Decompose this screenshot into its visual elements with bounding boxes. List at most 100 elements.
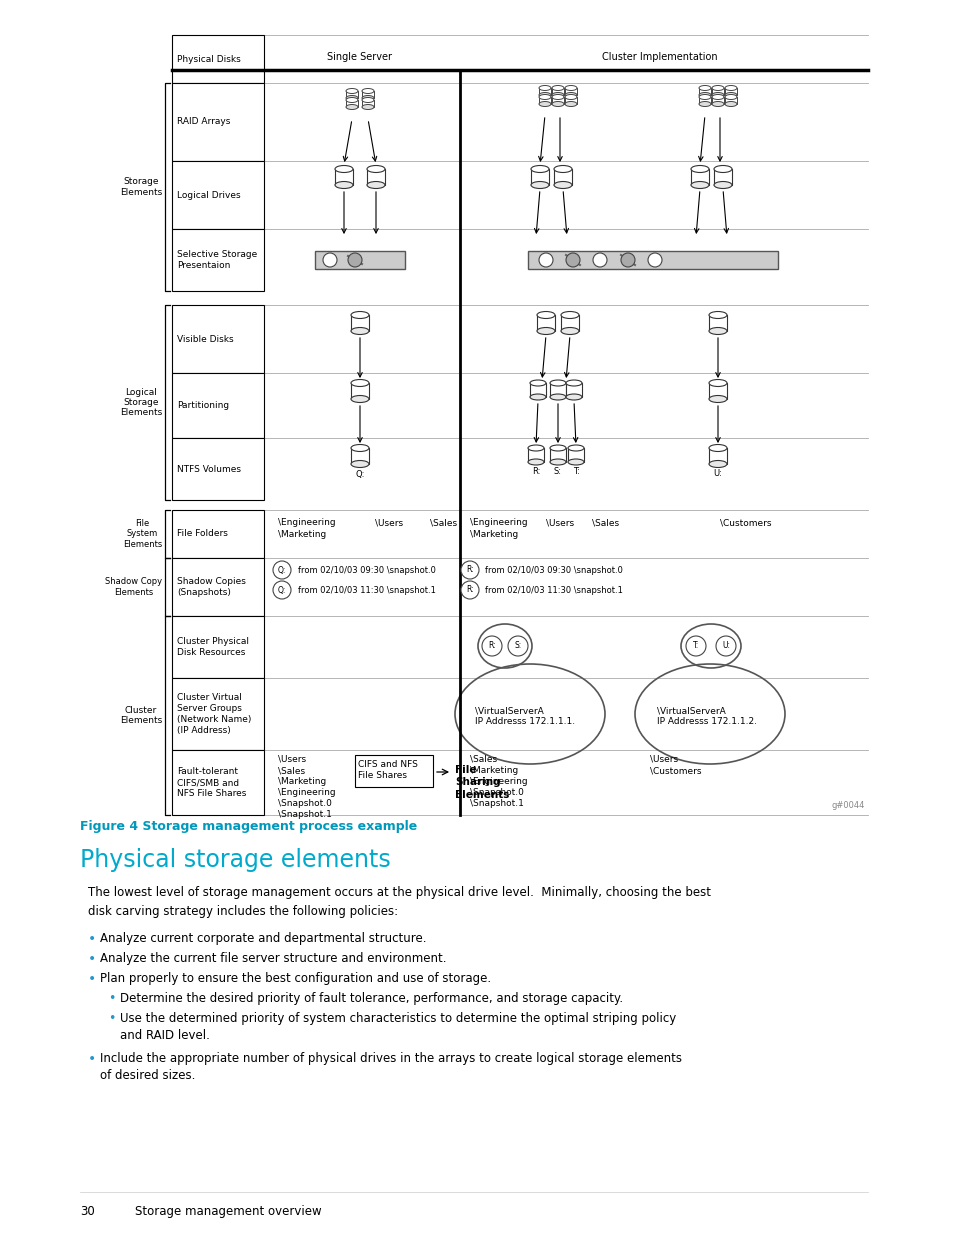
Text: \Snapshot.1: \Snapshot.1 <box>470 799 523 808</box>
Text: \Snapshot.0: \Snapshot.0 <box>277 799 332 808</box>
Bar <box>560 315 578 331</box>
Text: Logical Drives: Logical Drives <box>177 190 240 200</box>
Bar <box>314 251 405 269</box>
Ellipse shape <box>538 85 551 90</box>
Ellipse shape <box>708 327 726 335</box>
Ellipse shape <box>538 101 551 106</box>
Ellipse shape <box>567 445 583 451</box>
Text: Q:: Q: <box>277 585 286 594</box>
Ellipse shape <box>550 394 565 400</box>
Circle shape <box>348 253 361 267</box>
Ellipse shape <box>552 95 563 100</box>
Text: •: • <box>108 1011 115 1025</box>
Circle shape <box>716 636 735 656</box>
Text: T:: T: <box>692 641 699 651</box>
Text: •: • <box>88 1052 96 1066</box>
Ellipse shape <box>530 380 545 387</box>
Ellipse shape <box>708 445 726 452</box>
Ellipse shape <box>531 182 548 189</box>
Bar <box>567 448 583 462</box>
Bar <box>699 98 710 104</box>
Ellipse shape <box>361 98 374 103</box>
Bar <box>552 88 563 95</box>
Bar <box>172 35 264 83</box>
Text: Partitioning: Partitioning <box>177 401 229 410</box>
Text: R:: R: <box>466 585 474 594</box>
Text: Shadow Copy
Elements: Shadow Copy Elements <box>105 577 162 597</box>
Text: \Marketing: \Marketing <box>470 766 517 776</box>
Bar <box>346 100 357 107</box>
Circle shape <box>273 580 291 599</box>
Ellipse shape <box>713 165 731 173</box>
Ellipse shape <box>367 165 385 173</box>
Bar <box>361 100 374 107</box>
Ellipse shape <box>708 379 726 387</box>
Text: \VirtualServerA
IP Addresss 172.1.1.1.: \VirtualServerA IP Addresss 172.1.1.1. <box>475 706 575 726</box>
Ellipse shape <box>335 182 353 189</box>
Text: U:: U: <box>713 469 721 478</box>
Text: \Customers: \Customers <box>649 766 700 776</box>
Circle shape <box>565 253 579 267</box>
Text: \VirtualServerA
IP Addresss 172.1.1.2.: \VirtualServerA IP Addresss 172.1.1.2. <box>657 706 757 726</box>
Text: NTFS Volumes: NTFS Volumes <box>177 464 241 473</box>
Text: \Users: \Users <box>277 755 306 764</box>
Circle shape <box>507 636 527 656</box>
Text: \Sales: \Sales <box>470 755 497 764</box>
Bar <box>538 88 551 95</box>
Ellipse shape <box>708 395 726 403</box>
Bar <box>335 169 353 185</box>
Bar <box>530 383 545 396</box>
Ellipse shape <box>550 459 565 466</box>
Ellipse shape <box>724 93 737 98</box>
Ellipse shape <box>711 93 723 98</box>
Ellipse shape <box>351 379 369 387</box>
Bar <box>552 98 563 104</box>
Ellipse shape <box>565 380 581 387</box>
Text: Figure 4 Storage management process example: Figure 4 Storage management process exam… <box>80 820 416 832</box>
Text: Include the appropriate number of physical drives in the arrays to create logica: Include the appropriate number of physic… <box>100 1052 681 1082</box>
Ellipse shape <box>699 93 710 98</box>
Text: File
System
Elements: File System Elements <box>123 519 162 548</box>
Text: R:: R: <box>466 566 474 574</box>
Bar <box>172 438 264 500</box>
Ellipse shape <box>724 85 737 90</box>
Text: Cluster
Elements: Cluster Elements <box>120 705 162 725</box>
Bar <box>554 169 572 185</box>
Text: Shadow Copies
(Snapshots): Shadow Copies (Snapshots) <box>177 577 246 597</box>
Bar <box>172 616 264 678</box>
Text: Cluster Implementation: Cluster Implementation <box>601 52 717 62</box>
Text: \Customers: \Customers <box>720 517 771 527</box>
Ellipse shape <box>554 165 572 173</box>
Text: S:: S: <box>554 467 561 475</box>
Text: from 02/10/03 09:30 \snapshot.0: from 02/10/03 09:30 \snapshot.0 <box>297 566 436 576</box>
Ellipse shape <box>560 327 578 335</box>
Bar <box>351 383 369 399</box>
Bar <box>172 678 264 750</box>
Circle shape <box>460 580 478 599</box>
Circle shape <box>323 253 336 267</box>
Bar <box>550 383 565 396</box>
Ellipse shape <box>565 394 581 400</box>
Bar <box>351 448 369 464</box>
Text: T:: T: <box>572 467 578 475</box>
Text: Use the determined priority of system characteristics to determine the optimal s: Use the determined priority of system ch… <box>120 1011 676 1042</box>
Text: S:: S: <box>514 641 521 651</box>
Ellipse shape <box>554 182 572 189</box>
Bar <box>172 305 264 373</box>
Ellipse shape <box>550 380 565 387</box>
Text: Selective Storage
Presentaion: Selective Storage Presentaion <box>177 249 257 270</box>
Ellipse shape <box>564 85 577 90</box>
Bar <box>537 315 555 331</box>
Text: Cluster Physical
Disk Resources: Cluster Physical Disk Resources <box>177 637 249 657</box>
Text: Logical
Storage
Elements: Logical Storage Elements <box>120 388 162 417</box>
Text: U:: U: <box>721 641 729 651</box>
Bar <box>527 251 778 269</box>
Text: \Marketing: \Marketing <box>277 530 326 538</box>
Ellipse shape <box>552 101 563 106</box>
Text: Physical storage elements: Physical storage elements <box>80 848 391 872</box>
Bar <box>531 169 548 185</box>
Text: File Folders: File Folders <box>177 530 228 538</box>
Ellipse shape <box>346 98 357 103</box>
Text: •: • <box>88 952 96 966</box>
Text: Analyze the current file server structure and environment.: Analyze the current file server structur… <box>100 952 446 965</box>
